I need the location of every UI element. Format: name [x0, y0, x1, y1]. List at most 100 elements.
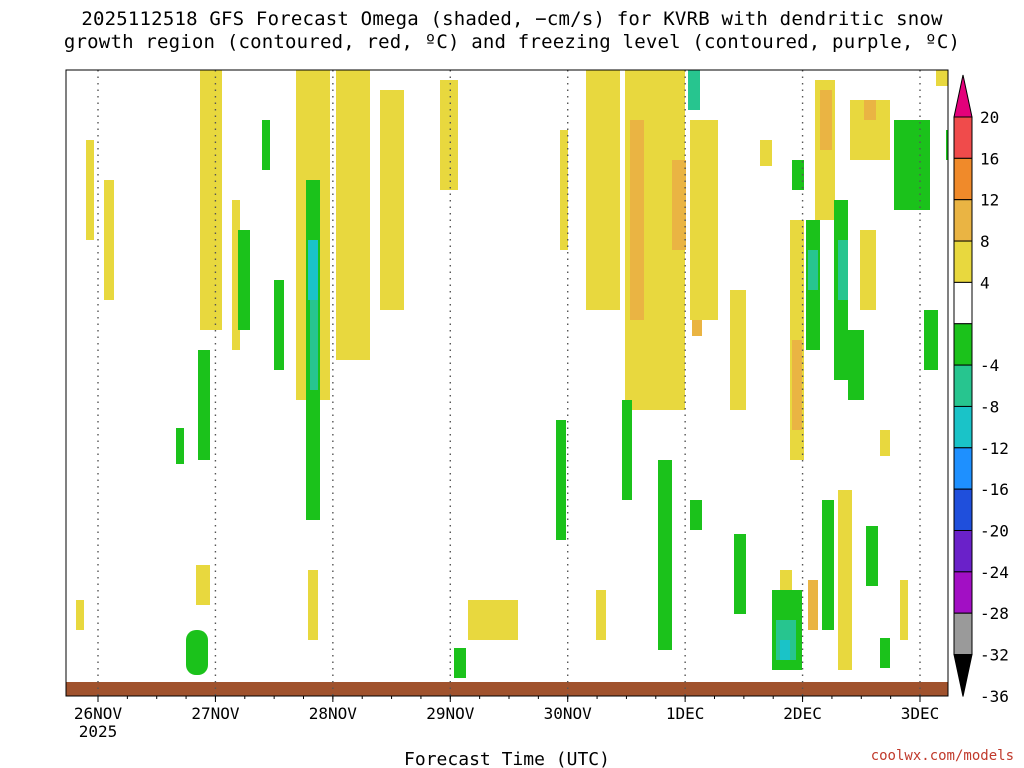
colorbar-segment [953, 405, 973, 449]
colorbar-segment [953, 157, 973, 201]
omega-cell-negative [622, 400, 632, 500]
chart-title-line-2: growth region (contoured, red, ºC) and f… [63, 31, 961, 53]
omega-cell-negative [556, 420, 566, 540]
colorbar-legend: 20 16 12 8 4 -4 -8 -12 -16 -20 -24 -28 -32 -36 [953, 74, 1009, 706]
omega-cell-negative [924, 310, 938, 370]
omega-cell-strong-negative [808, 250, 818, 290]
omega-cell-negative [690, 500, 702, 530]
omega-cell-strong-positive [820, 90, 832, 150]
colorbar-label: 8 [980, 232, 990, 251]
x-tick-label: 27NOV [191, 704, 240, 723]
omega-cell-positive [586, 70, 620, 310]
colorbar-bottom-arrow [953, 654, 973, 697]
colorbar-label: -12 [980, 439, 1009, 458]
omega-cell-positive [690, 120, 718, 320]
omega-cell-strong-negative [780, 640, 790, 660]
grid-lines [97, 70, 921, 696]
colorbar-label: 4 [980, 273, 990, 292]
colorbar-segment [953, 240, 973, 283]
x-tick-label: 28NOV [309, 704, 358, 723]
omega-cell-negative [848, 330, 864, 400]
colorbar-segment [953, 571, 973, 614]
x-tick-label: 1DEC [666, 704, 705, 723]
omega-cell-positive [440, 80, 458, 190]
x-tick-label: 29NOV [426, 704, 475, 723]
omega-cell-negative [866, 526, 878, 586]
omega-cell-positive [560, 130, 568, 250]
omega-cell-positive [900, 580, 908, 640]
omega-cell-negative [880, 638, 890, 668]
omega-cell-negative [274, 280, 284, 370]
omega-cell-positive [86, 140, 94, 240]
colorbar-segment [953, 612, 973, 656]
source-credit: coolwx.com/models [870, 748, 1014, 764]
omega-cell-strong-positive [672, 160, 686, 250]
x-axis: 26NOV 27NOV 28NOV 29NOV 30NOV 1DEC 2DEC 3DEC 202… [74, 696, 939, 741]
omega-cell-positive [308, 570, 318, 640]
omega-cell-strong-positive [808, 580, 818, 630]
ground-strip [66, 682, 948, 696]
omega-cell-positive [104, 180, 114, 300]
omega-cell-positive [380, 90, 404, 310]
omega-cell-positive [838, 490, 852, 670]
omega-cell-negative [454, 648, 466, 678]
omega-cell-positive [76, 600, 84, 630]
omega-cell-strong-negative [308, 240, 318, 300]
colorbar-label: -24 [980, 563, 1009, 582]
colorbar-segment [953, 447, 973, 490]
colorbar-segment [953, 488, 973, 531]
omega-cell-negative [894, 120, 930, 210]
x-axis-label: Forecast Time (UTC) [404, 749, 610, 768]
omega-cell-negative [946, 130, 948, 160]
colorbar-label: 20 [980, 108, 999, 127]
omega-cell-positive [200, 70, 222, 330]
omega-cell-negative [198, 350, 210, 460]
omega-cell-positive [760, 140, 772, 166]
x-tick-label: 2DEC [783, 704, 822, 723]
omega-cell-positive [730, 290, 746, 410]
colorbar-label: -16 [980, 480, 1009, 499]
omega-cell-positive [860, 230, 876, 310]
omega-cell-strong-negative [688, 70, 700, 110]
omega-cell-positive [468, 600, 518, 640]
colorbar-segment [953, 116, 973, 159]
omega-cell-positive [196, 565, 210, 605]
omega-cell-negative [176, 428, 184, 464]
colorbar-label: -8 [980, 397, 999, 416]
colorbar-label: -36 [980, 687, 1009, 706]
colorbar-top-arrow [953, 74, 973, 118]
colorbar-segment [953, 281, 973, 325]
omega-cell-negative [822, 500, 834, 630]
omega-cell-strong-positive [692, 320, 702, 336]
omega-cell-strong-negative [310, 300, 318, 390]
x-tick-label: 3DEC [901, 704, 940, 723]
colorbar-label: 12 [980, 191, 999, 210]
omega-cell-positive [596, 590, 606, 640]
omega-shading [76, 70, 948, 678]
colorbar-label: 16 [980, 149, 999, 168]
chart-title-line-1: 2025112518 GFS Forecast Omega (shaded, −… [81, 8, 943, 30]
omega-cell-positive [780, 570, 792, 590]
omega-cell-negative [792, 160, 804, 190]
x-tick-label: 26NOV [74, 704, 123, 723]
omega-cell-negative [186, 630, 208, 675]
omega-cell-negative [262, 120, 270, 170]
colorbar-label: -32 [980, 646, 1009, 665]
colorbar-segment [953, 199, 973, 242]
plot-frame [65, 69, 949, 697]
omega-cell-strong-positive [792, 340, 802, 430]
colorbar-segment [953, 323, 973, 366]
colorbar-segment [953, 530, 973, 573]
omega-cell-negative [658, 460, 672, 650]
colorbar-label: -20 [980, 522, 1009, 541]
colorbar-label: -4 [980, 356, 999, 375]
omega-cell-negative [734, 534, 746, 614]
omega-cell-strong-positive [630, 120, 644, 320]
x-tick-label: 30NOV [544, 704, 593, 723]
colorbar-label: -28 [980, 604, 1009, 623]
colorbar-segment [953, 364, 973, 407]
omega-cell-positive [936, 70, 948, 86]
omega-cell-strong-negative [838, 240, 848, 300]
omega-cell-positive [336, 70, 370, 360]
